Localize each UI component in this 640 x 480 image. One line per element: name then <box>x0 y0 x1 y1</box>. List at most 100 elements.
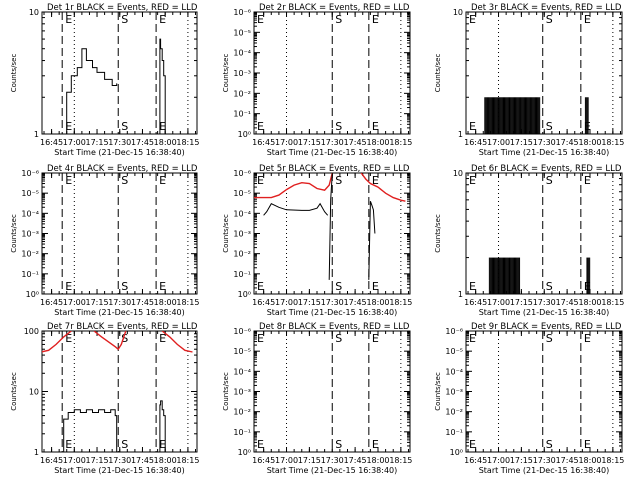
rate-series-line <box>263 202 329 216</box>
y-tick-label: 10⁻⁴ <box>233 367 251 376</box>
rate-series-line <box>93 331 127 351</box>
x-tick-label: 16:45 <box>40 298 63 307</box>
y-tick-label: 10⁻⁴ <box>233 209 251 218</box>
x-tick-label: 18:00 <box>366 138 389 147</box>
x-tick-label: 17:45 <box>556 456 579 465</box>
rate-series-line <box>159 38 166 134</box>
marker-label-bottom: S <box>546 280 553 293</box>
x-tick-label: 18:00 <box>154 138 177 147</box>
x-tick-label: 17:30 <box>321 138 344 147</box>
panel-det-3r: Det 3r BLACK = Events, RED = LLD 1 10 16:45… <box>434 3 624 157</box>
marker-label-top: S <box>121 13 128 26</box>
y-tick-label: 10⁻⁶ <box>21 169 39 178</box>
x-tick-label: 18:15 <box>601 138 624 147</box>
y-tick-label: 10⁰ <box>238 290 251 299</box>
data-series-group <box>42 331 193 452</box>
marker-label-bottom: E <box>372 120 379 133</box>
data-series-group <box>484 97 589 134</box>
x-axis-label: Start Time (21-Dec-15 16:38:40) <box>267 308 398 317</box>
y-axis-label: Counts/sec <box>434 214 442 253</box>
x-axis-label: Start Time (21-Dec-15 16:38:40) <box>479 466 610 475</box>
rate-series-line <box>65 48 118 134</box>
y-tick-label: 10⁻² <box>233 250 251 259</box>
x-tick-label: 17:45 <box>556 138 579 147</box>
y-axis-label: Counts/sec <box>222 54 230 93</box>
marker-label-bottom: S <box>121 438 128 451</box>
marker-label-bottom: S <box>335 120 342 133</box>
x-tick-label: 17:15 <box>510 298 533 307</box>
rate-series-line <box>360 173 406 202</box>
marker-label-top: E <box>159 13 166 26</box>
x-axis-label: Start Time (21-Dec-15 16:38:40) <box>54 148 185 157</box>
marker-label-top: S <box>121 174 128 187</box>
y-tick-label: 10⁻⁵ <box>21 189 39 198</box>
marker-label-bottom: E <box>257 438 264 451</box>
rate-series-line <box>42 331 72 353</box>
x-axis-label: Start Time (21-Dec-15 16:38:40) <box>54 308 185 317</box>
y-tick-label: 10⁻² <box>233 408 251 417</box>
y-axis-label: Counts/sec <box>10 372 18 411</box>
x-tick-label: 16:45 <box>464 138 487 147</box>
x-tick-label: 18:15 <box>601 456 624 465</box>
marker-label-bottom: E <box>65 120 72 133</box>
marker-label-bottom: S <box>546 438 553 451</box>
y-tick-label: 100 <box>24 327 39 336</box>
y-tick-label: 10⁰ <box>238 130 251 139</box>
x-tick-label: 18:15 <box>389 456 412 465</box>
x-tick-label: 18:15 <box>176 298 199 307</box>
y-tick-label: 10⁻² <box>21 250 39 259</box>
x-tick-label: 17:00 <box>487 298 510 307</box>
marker-label-top: E <box>584 332 591 345</box>
panel-title: Det 3r BLACK = Events, RED = LLD <box>471 3 622 13</box>
x-tick-label: 17:30 <box>533 456 556 465</box>
plot-frame <box>41 172 198 295</box>
x-tick-label: 17:00 <box>275 138 298 147</box>
x-tick-label: 17:30 <box>321 456 344 465</box>
y-tick-label: 10 <box>453 169 463 178</box>
x-tick-label: 16:45 <box>40 138 63 147</box>
x-tick-label: 17:15 <box>298 298 321 307</box>
y-tick-label: 10⁻¹ <box>445 428 463 437</box>
panel-title: Det 1r BLACK = Events, RED = LLD <box>47 3 198 13</box>
x-tick-label: 16:45 <box>252 138 275 147</box>
y-tick-label: 10⁻⁶ <box>233 8 251 17</box>
panel-title: Det 4r BLACK = Events, RED = LLD <box>47 164 198 174</box>
x-tick-label: 17:15 <box>85 138 108 147</box>
marker-label-bottom: E <box>159 280 166 293</box>
plot-frame <box>465 330 623 453</box>
x-tick-label: 17:45 <box>131 298 154 307</box>
marker-label-bottom: S <box>335 280 342 293</box>
marker-label-top: E <box>372 174 379 187</box>
rate-series-line <box>254 173 333 199</box>
marker-label-top: S <box>335 332 342 345</box>
panel-title: Det 5r BLACK = Events, RED = LLD <box>259 164 410 174</box>
x-tick-label: 18:15 <box>601 298 624 307</box>
marker-label-top: S <box>335 13 342 26</box>
panel-title: Det 2r BLACK = Events, RED = LLD <box>259 3 410 13</box>
x-tick-label: 16:45 <box>464 456 487 465</box>
marker-label-top: E <box>372 13 379 26</box>
y-tick-label: 10⁻¹ <box>233 428 251 437</box>
x-tick-label: 17:15 <box>85 456 108 465</box>
y-tick-label: 1 <box>458 290 463 299</box>
x-tick-label: 18:00 <box>366 456 389 465</box>
x-tick-label: 18:15 <box>176 456 199 465</box>
marker-label-bottom: E <box>159 120 166 133</box>
marker-label-bottom: S <box>121 280 128 293</box>
y-tick-label: 10⁻³ <box>21 230 39 239</box>
marker-label-top: E <box>469 332 476 345</box>
y-tick-label: 10⁻¹ <box>233 270 251 279</box>
y-tick-label: 10⁻⁴ <box>445 367 463 376</box>
y-tick-label: 10⁰ <box>450 448 463 457</box>
marker-label-top: E <box>65 332 72 345</box>
marker-label-bottom: E <box>257 120 264 133</box>
x-tick-label: 17:30 <box>108 298 131 307</box>
x-axis-label: Start Time (21-Dec-15 16:38:40) <box>479 308 610 317</box>
panel-det-8r: Det 8r BLACK = Events, RED = LLD 10⁰ 10⁻¹ 1… <box>222 322 412 475</box>
marker-label-top: S <box>546 174 553 187</box>
marker-label-bottom: E <box>469 438 476 451</box>
y-tick-label: 10 <box>453 8 463 17</box>
y-tick-label: 1 <box>34 448 39 457</box>
x-tick-label: 17:00 <box>275 298 298 307</box>
x-tick-label: 17:30 <box>108 456 131 465</box>
